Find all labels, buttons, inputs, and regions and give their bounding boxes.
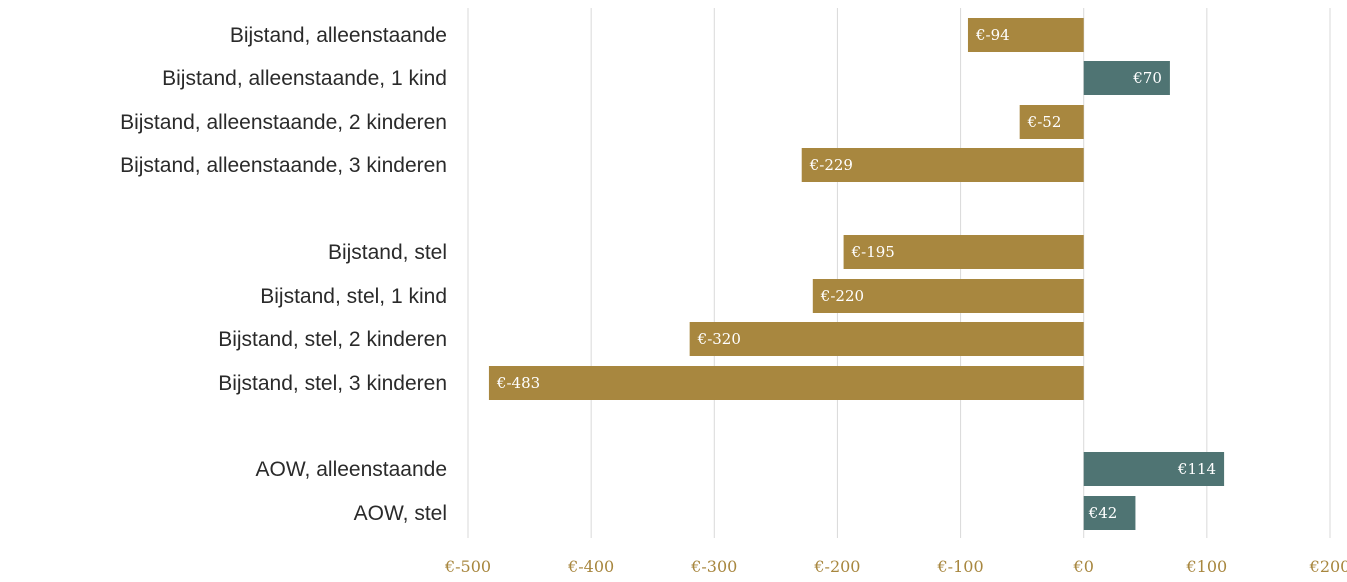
data-label: €42 <box>1088 504 1118 522</box>
category-label: Bijstand, alleenstaande, 1 kind <box>162 67 447 90</box>
data-label: €-229 <box>809 156 853 174</box>
category-label: Bijstand, alleenstaande, 2 kinderen <box>120 111 447 134</box>
bar <box>1083 496 1136 530</box>
x-tick-label: €-500 <box>444 557 491 576</box>
category-label: Bijstand, alleenstaande, 3 kinderen <box>120 154 447 177</box>
category-label: AOW, stel <box>354 502 447 525</box>
data-label: €-483 <box>496 374 540 392</box>
bars: €-94 €70 €-52 €-229 €-195 €-220 €-320 €-483 €114… <box>488 18 1225 530</box>
category-label: Bijstand, stel <box>328 241 447 264</box>
bar <box>1019 105 1084 139</box>
x-tick-label: €-300 <box>690 557 737 576</box>
bar <box>1083 61 1170 95</box>
category-label: Bijstand, stel, 1 kind <box>260 285 447 308</box>
x-tick-label: €0 <box>1073 557 1094 576</box>
data-label: €-52 <box>1027 113 1062 131</box>
data-label: €70 <box>1132 69 1162 87</box>
data-label: €-94 <box>975 26 1010 44</box>
category-label: Bijstand, stel, 3 kinderen <box>218 372 447 395</box>
category-label: AOW, alleenstaande <box>256 458 447 481</box>
category-label: Bijstand, stel, 2 kinderen <box>218 328 447 351</box>
bar <box>1083 452 1225 486</box>
x-axis-tick-labels: €-500 €-400 €-300 €-200 €-100 €0 €100 €200 <box>444 557 1347 576</box>
bar <box>488 366 1084 400</box>
data-label: €-195 <box>851 243 895 261</box>
data-label: €-220 <box>820 287 864 305</box>
bar <box>689 322 1084 356</box>
gridlines <box>467 8 1331 538</box>
x-tick-label: €100 <box>1185 557 1227 576</box>
x-tick-label: €-100 <box>937 557 984 576</box>
bar <box>843 235 1084 269</box>
bar <box>812 279 1084 313</box>
x-tick-label: €-400 <box>567 557 614 576</box>
data-label: €114 <box>1177 460 1216 478</box>
category-labels: Bijstand, alleenstaande Bijstand, alleens… <box>120 24 447 525</box>
x-tick-label: €200 <box>1309 557 1347 576</box>
category-label: Bijstand, alleenstaande <box>230 24 447 47</box>
x-tick-label: €-200 <box>813 557 860 576</box>
data-label: €-320 <box>697 330 741 348</box>
bar <box>801 148 1084 182</box>
bar <box>967 18 1084 52</box>
